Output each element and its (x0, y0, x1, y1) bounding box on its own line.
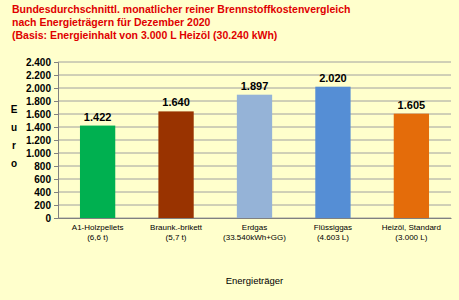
x-tick-label: Heizöl, Standard(3.000 L) (382, 223, 441, 243)
plot-area (58, 62, 451, 218)
x-tick-label: Braunk.-brikett(5,7 t) (150, 223, 203, 243)
grid (58, 62, 451, 218)
plot: 0 200 400 600 800 1.000 1.200 1.400 1.600 1.800 2.… (26, 57, 452, 243)
x-axis-line (59, 218, 452, 219)
x-tick-label: Erdgas(33.540kWh+GG) (223, 223, 286, 243)
bar (237, 95, 272, 218)
bar (80, 126, 115, 218)
bar (315, 87, 350, 218)
y-axis: 0 200 400 600 800 1.000 1.200 1.400 1.600 1.800 2.… (26, 57, 59, 224)
x-tick: Erdgas(33.540kWh+GG) (223, 218, 286, 242)
y-tick-label: 1.600 (26, 109, 51, 120)
y-axis-line (54, 63, 59, 219)
y-tick-mark (54, 62, 58, 63)
y-tick-label: 1.400 (26, 122, 51, 133)
x-tick-label: A1-Holzpellets(6,6 t) (72, 223, 124, 243)
y-tick-label: 400 (34, 187, 51, 198)
y-tick: 200 (34, 200, 58, 211)
y-tick: 1.000 (26, 148, 58, 159)
grid-line (58, 62, 451, 63)
y-tick-mark (54, 88, 58, 89)
background (0, 0, 459, 300)
y-tick-mark (54, 179, 58, 180)
y-tick-mark (54, 205, 58, 206)
y-tick-mark (54, 153, 58, 154)
y-tick-mark (54, 140, 58, 141)
grid-line (58, 75, 451, 76)
y-tick-label: 2.400 (26, 57, 51, 68)
y-tick: 1.800 (26, 96, 58, 107)
y-tick-label: 200 (34, 200, 51, 211)
data-label: 1.640 (162, 96, 190, 108)
y-tick-label: 2.200 (26, 70, 51, 81)
y-tick-mark (54, 114, 58, 115)
y-tick: 2.200 (26, 70, 58, 81)
title-line: (Basis: Energieinhalt von 3.000 L Heizöl… (12, 29, 277, 41)
y-tick-mark (54, 75, 58, 76)
y-tick-label: 0 (45, 213, 51, 224)
x-axis-title: Energieträger (226, 275, 284, 286)
y-tick-mark (54, 192, 58, 193)
y-tick: 400 (34, 187, 58, 198)
y-tick-label: 2.000 (26, 83, 51, 94)
y-tick: 1.200 (26, 135, 58, 146)
bar (394, 114, 429, 218)
bar (158, 111, 193, 218)
y-tick-label: 1.800 (26, 96, 51, 107)
x-axis: A1-Holzpellets(6,6 t) Braunk.-brikett(5,7… (59, 218, 452, 242)
data-label: 1.897 (241, 80, 269, 92)
y-tick-label: 600 (34, 174, 51, 185)
y-tick-label: 1.200 (26, 135, 51, 146)
y-tick: 0 (45, 213, 58, 224)
bars (80, 87, 429, 218)
data-label: 1.422 (84, 111, 112, 123)
title: Bundesdurchschnittl. monatlicher reiner … (12, 3, 350, 41)
x-tick-label: Flüssiggas(4.603 L) (314, 223, 352, 243)
y-tick-label: 1.000 (26, 148, 51, 159)
y-tick-label: 800 (34, 161, 51, 172)
x-tick: Flüssiggas(4.603 L) (314, 218, 352, 242)
y-tick-mark (54, 101, 58, 102)
data-label: 2.020 (319, 72, 347, 84)
title-line: nach Energieträgern für Dezember 2020 (12, 16, 211, 28)
y-tick: 1.600 (26, 109, 58, 120)
x-tick: Heizöl, Standard(3.000 L) (382, 218, 441, 242)
y-tick: 800 (34, 161, 58, 172)
data-labels: 1.422 1.640 1.897 2.020 1.605 (84, 72, 425, 123)
y-axis-title: Euro (11, 104, 18, 169)
x-tick: A1-Holzpellets(6,6 t) (72, 218, 124, 242)
data-label: 1.605 (398, 99, 426, 111)
y-tick-mark (54, 127, 58, 128)
title-line: Bundesdurchschnittl. monatlicher reiner … (12, 3, 350, 15)
y-tick: 600 (34, 174, 58, 185)
chart: Bundesdurchschnittl. monatlicher reiner … (0, 0, 459, 300)
y-tick: 2.000 (26, 83, 58, 94)
y-tick-mark (54, 166, 58, 167)
y-tick: 1.400 (26, 122, 58, 133)
y-tick-mark (54, 218, 58, 219)
y-tick: 2.400 (26, 57, 58, 68)
x-tick: Braunk.-brikett(5,7 t) (150, 218, 203, 242)
